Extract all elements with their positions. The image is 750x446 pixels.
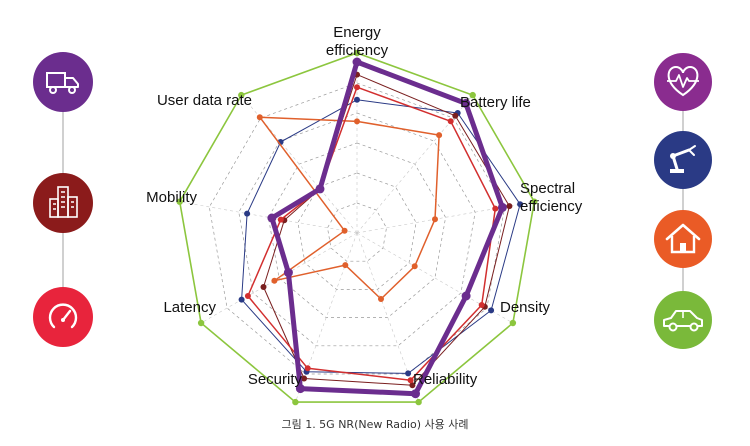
series-point bbox=[405, 370, 412, 377]
left-icon-column bbox=[33, 52, 93, 347]
series-point bbox=[354, 118, 360, 125]
series-point bbox=[378, 296, 384, 302]
grid-ring bbox=[268, 142, 446, 318]
outer-vertex-dot bbox=[509, 319, 517, 327]
radar-series bbox=[238, 57, 524, 399]
series-point bbox=[260, 284, 267, 290]
series-point bbox=[488, 307, 495, 314]
outer-vertex-dot bbox=[176, 198, 183, 205]
outer-vertex-dot bbox=[469, 91, 476, 99]
axis-label: User data rate bbox=[157, 92, 252, 109]
outer-vertex-dot bbox=[238, 91, 245, 99]
axis-label: Spectral bbox=[520, 180, 575, 197]
series-point bbox=[277, 216, 284, 223]
outer-vertex-dot bbox=[197, 319, 205, 327]
axis-label: efficiency bbox=[326, 42, 389, 59]
series-point bbox=[301, 375, 308, 382]
series-line bbox=[263, 74, 510, 386]
series-point bbox=[436, 132, 443, 139]
axis-label: Density bbox=[500, 299, 551, 316]
figure-caption: 그림 1. 5G NR(New Radio) 사용 사례 bbox=[281, 418, 469, 431]
axis-label: Energy bbox=[333, 24, 381, 41]
series-point bbox=[492, 205, 499, 212]
series-point bbox=[244, 293, 251, 299]
series-point bbox=[342, 262, 349, 269]
series-point bbox=[238, 296, 245, 303]
series-point bbox=[411, 263, 418, 270]
series-line bbox=[241, 99, 521, 374]
series-point bbox=[497, 202, 507, 212]
outer-vertex-dot bbox=[531, 198, 538, 205]
series-point bbox=[461, 291, 471, 301]
axis-label: Mobility bbox=[146, 189, 197, 206]
series-point bbox=[283, 268, 293, 278]
series-line bbox=[269, 59, 505, 397]
outer-vertex-dot bbox=[415, 398, 422, 406]
series-point bbox=[271, 277, 278, 284]
axis-label: Reliability bbox=[413, 371, 478, 388]
radar-grid bbox=[176, 49, 538, 406]
series-point bbox=[461, 98, 471, 108]
series-point bbox=[341, 227, 348, 234]
series-point bbox=[244, 210, 251, 217]
series-point bbox=[354, 84, 360, 91]
series-point bbox=[407, 377, 414, 384]
series-point bbox=[315, 184, 325, 194]
outer-vertex-dot bbox=[292, 398, 299, 406]
series-point bbox=[304, 365, 311, 372]
axis-label: Latency bbox=[163, 299, 216, 316]
series-point bbox=[409, 382, 416, 389]
city-buildings-icon bbox=[33, 173, 93, 233]
axis-label: Security bbox=[248, 371, 303, 388]
grid-ring bbox=[208, 82, 506, 375]
series-point bbox=[267, 213, 277, 223]
series-line bbox=[247, 86, 497, 381]
grid-ring bbox=[327, 202, 387, 262]
speedometer-icon bbox=[33, 287, 93, 347]
axis-label: Battery life bbox=[460, 94, 531, 111]
outer-ring bbox=[178, 52, 536, 403]
house-icon bbox=[654, 210, 712, 268]
axis-label: efficiency bbox=[520, 198, 583, 215]
car-icon bbox=[654, 291, 712, 349]
series-point bbox=[517, 201, 524, 208]
series-point bbox=[432, 216, 438, 223]
series-point bbox=[256, 114, 263, 121]
heartbeat-icon bbox=[654, 53, 712, 111]
series-point bbox=[354, 96, 360, 103]
outer-vertex-dot bbox=[353, 49, 361, 57]
grid-ring bbox=[297, 172, 417, 290]
right-icon-column bbox=[654, 53, 712, 349]
series-point bbox=[506, 203, 513, 210]
truck-icon bbox=[33, 52, 93, 112]
series-line bbox=[259, 116, 440, 300]
robot-arm-icon bbox=[654, 131, 712, 189]
series-point bbox=[452, 112, 459, 119]
series-point bbox=[478, 302, 485, 308]
series-point bbox=[447, 118, 454, 125]
series-point bbox=[352, 57, 362, 67]
series-point bbox=[295, 384, 305, 394]
series-point bbox=[411, 389, 420, 399]
